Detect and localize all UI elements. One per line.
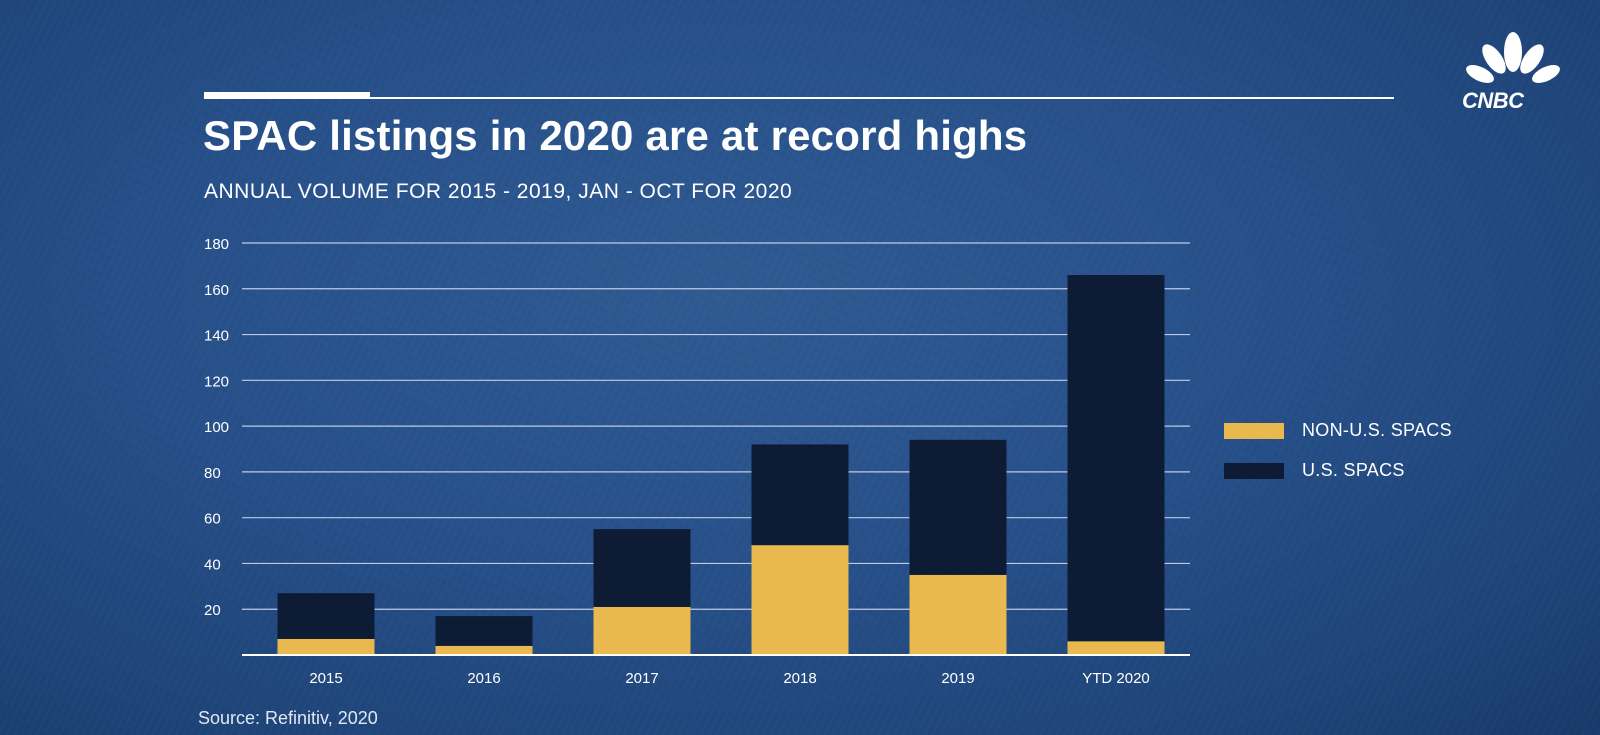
bar-us-2019 <box>909 439 1007 575</box>
bar-non-us-ytd-2020 <box>1067 641 1165 655</box>
legend-label-us: U.S. SPACS <box>1302 460 1405 480</box>
x-tick-label: 2017 <box>625 670 658 687</box>
chart-title: SPAC listings in 2020 are at record high… <box>203 112 1028 159</box>
brand-wordmark: CNBC <box>1462 88 1524 113</box>
gridlines <box>242 242 1190 610</box>
y-tick-label: 120 <box>204 373 229 390</box>
x-tick-label: 2019 <box>941 670 974 687</box>
peacock-logo-icon <box>1466 32 1560 83</box>
y-tick-label: 140 <box>204 328 229 345</box>
y-tick-label: 100 <box>204 419 229 436</box>
y-tick-label: 60 <box>204 511 221 528</box>
y-tick-label: 160 <box>204 282 229 299</box>
legend-swatch-non-us <box>1224 422 1284 439</box>
header-rule-accent <box>204 92 370 98</box>
chart-subtitle: ANNUAL VOLUME FOR 2015 - 2019, JAN - OCT… <box>204 180 793 203</box>
legend-swatch-us <box>1224 462 1284 479</box>
x-tick-label: 2018 <box>783 670 816 687</box>
axes: 20 40 60 80 100 120 140 160 180 2015 2016 2017 2018 2… <box>204 236 1190 687</box>
bar-us-2015 <box>277 593 375 639</box>
bars <box>277 275 1165 655</box>
source-note: Source: Refinitiv, 2020 <box>198 708 378 728</box>
bar-non-us-2015 <box>277 638 375 655</box>
bar-us-2017 <box>593 529 691 607</box>
y-tick-label: 80 <box>204 465 221 482</box>
x-tick-label: 2016 <box>467 670 500 687</box>
bar-us-2016 <box>435 616 533 646</box>
bar-non-us-2019 <box>909 574 1007 655</box>
y-tick-label: 180 <box>204 236 229 253</box>
x-tick-label: YTD 2020 <box>1082 670 1150 687</box>
y-tick-label: 40 <box>204 556 221 573</box>
x-tick-label: 2015 <box>309 670 342 687</box>
header-rule <box>204 97 1394 99</box>
bar-non-us-2016 <box>435 645 533 655</box>
legend-label-non-us: NON-U.S. SPACS <box>1302 420 1452 440</box>
y-tick-label: 20 <box>204 602 221 619</box>
bar-non-us-2017 <box>593 606 691 655</box>
legend-item-non-us: NON-U.S. SPACS <box>1224 420 1452 441</box>
bar-non-us-2018 <box>751 545 849 655</box>
legend-item-us: U.S. SPACS <box>1224 460 1405 481</box>
bar-us-2018 <box>751 444 849 546</box>
bar-us-ytd-2020 <box>1067 275 1165 642</box>
